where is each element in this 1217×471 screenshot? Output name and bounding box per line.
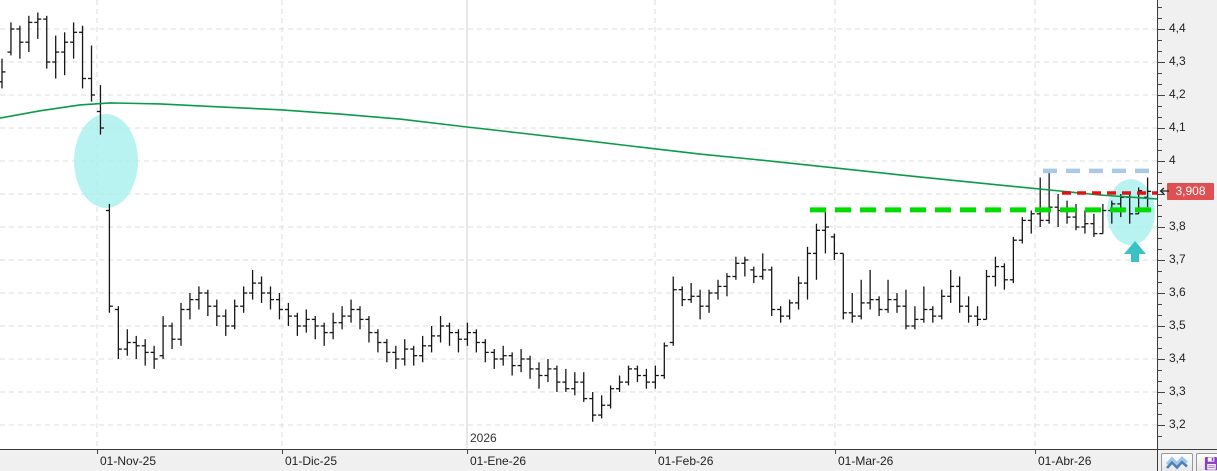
price-axis-minor-tick — [1158, 7, 1162, 8]
price-axis-minor-tick — [1158, 249, 1162, 250]
price-axis-label: 4,2 — [1169, 87, 1186, 101]
price-axis-tick — [1158, 29, 1165, 30]
date-axis-tick — [97, 450, 98, 454]
price-axis-minor-tick — [1158, 51, 1162, 52]
price-axis-minor-tick — [1158, 414, 1162, 415]
price-axis-tick — [1158, 359, 1165, 360]
date-axis-tick — [655, 450, 656, 454]
price-axis-minor-tick — [1158, 84, 1162, 85]
price-axis-tick — [1158, 194, 1165, 195]
price-axis-minor-tick — [1158, 315, 1162, 316]
last-price-badge: 3,908 — [1167, 182, 1214, 200]
last-price-arrow-icon — [1159, 187, 1169, 195]
price-axis-label: 3,4 — [1169, 351, 1186, 365]
price-axis[interactable]: 4,4 4,3 4,2 4,1 4 3,8 3,7 3,6 3,5 3,4 3,3 3,2 3,908 — [1157, 0, 1217, 471]
price-axis-minor-tick — [1158, 18, 1162, 19]
price-axis-tick — [1158, 293, 1165, 294]
price-axis-minor-tick — [1158, 370, 1162, 371]
date-axis-label: 01-Ene-26 — [470, 454, 527, 468]
price-axis-tick — [1158, 425, 1165, 426]
price-axis-tick — [1158, 392, 1165, 393]
price-axis-label: 4 — [1169, 153, 1176, 167]
date-axis[interactable]: 01-Nov-25 01-Dic-25 01-Ene-26 01-Feb-26 01-M… — [0, 449, 1157, 471]
price-axis-minor-tick — [1158, 139, 1162, 140]
save-button[interactable] — [1196, 453, 1217, 471]
price-axis-minor-tick — [1158, 106, 1162, 107]
date-axis-label: 01-Mar-26 — [838, 454, 894, 468]
date-axis-label: 01-Feb-26 — [658, 454, 714, 468]
price-axis-minor-tick — [1158, 337, 1162, 338]
price-axis-tick — [1158, 227, 1165, 228]
price-axis-minor-tick — [1158, 172, 1162, 173]
price-axis-label: 3,3 — [1169, 384, 1186, 398]
zigzag-icon — [1166, 456, 1188, 470]
price-axis-minor-tick — [1158, 282, 1162, 283]
price-axis-label: 4,1 — [1169, 120, 1186, 134]
price-axis-minor-tick — [1158, 117, 1162, 118]
price-axis-label: 3,8 — [1169, 219, 1186, 233]
price-axis-minor-tick — [1158, 216, 1162, 217]
date-axis-tick — [282, 450, 283, 454]
price-axis-tick — [1158, 326, 1165, 327]
price-axis-label: 3,2 — [1169, 417, 1186, 431]
price-axis-minor-tick — [1158, 271, 1162, 272]
price-axis-tick — [1158, 260, 1165, 261]
price-chart-canvas — [0, 0, 1158, 448]
price-axis-minor-tick — [1158, 381, 1162, 382]
save-icon — [1204, 456, 1217, 470]
price-axis-minor-tick — [1158, 238, 1162, 239]
date-axis-label: 01-Abr-26 — [1038, 454, 1092, 468]
date-axis-label: 01-Nov-25 — [100, 454, 157, 468]
price-axis-minor-tick — [1158, 304, 1162, 305]
price-axis-minor-tick — [1158, 73, 1162, 74]
moving-average-line[interactable] — [0, 102, 1158, 200]
date-axis-tick — [467, 450, 468, 454]
price-axis-label: 3,5 — [1169, 318, 1186, 332]
price-axis-minor-tick — [1158, 348, 1162, 349]
last-price-value: 3,908 — [1175, 184, 1206, 199]
price-axis-tick — [1158, 128, 1165, 129]
price-chart-plot-area[interactable]: 2026 — [0, 0, 1158, 449]
price-axis-minor-tick — [1158, 205, 1162, 206]
date-axis-tick — [1035, 450, 1036, 454]
date-axis-tick — [835, 450, 836, 454]
price-axis-label: 4,3 — [1169, 54, 1186, 68]
price-axis-label: 3,7 — [1169, 252, 1186, 266]
price-axis-tick — [1158, 161, 1165, 162]
price-axis-minor-tick — [1158, 150, 1162, 151]
ohlc-bars — [0, 12, 1152, 422]
price-axis-minor-tick — [1158, 40, 1162, 41]
price-axis-minor-tick — [1158, 436, 1162, 437]
price-axis-tick — [1158, 95, 1165, 96]
zigzag-chart-button[interactable] — [1161, 453, 1193, 471]
up-arrow-annotation[interactable] — [1124, 241, 1146, 262]
highlight-ellipse[interactable] — [74, 114, 138, 208]
date-axis-label: 01-Dic-25 — [285, 454, 338, 468]
bottom-right-toolbar — [1157, 449, 1217, 471]
price-axis-tick — [1158, 62, 1165, 63]
price-axis-minor-tick — [1158, 183, 1162, 184]
price-axis-label: 3,6 — [1169, 285, 1186, 299]
price-axis-label: 4,4 — [1169, 21, 1186, 35]
price-axis-minor-tick — [1158, 403, 1162, 404]
